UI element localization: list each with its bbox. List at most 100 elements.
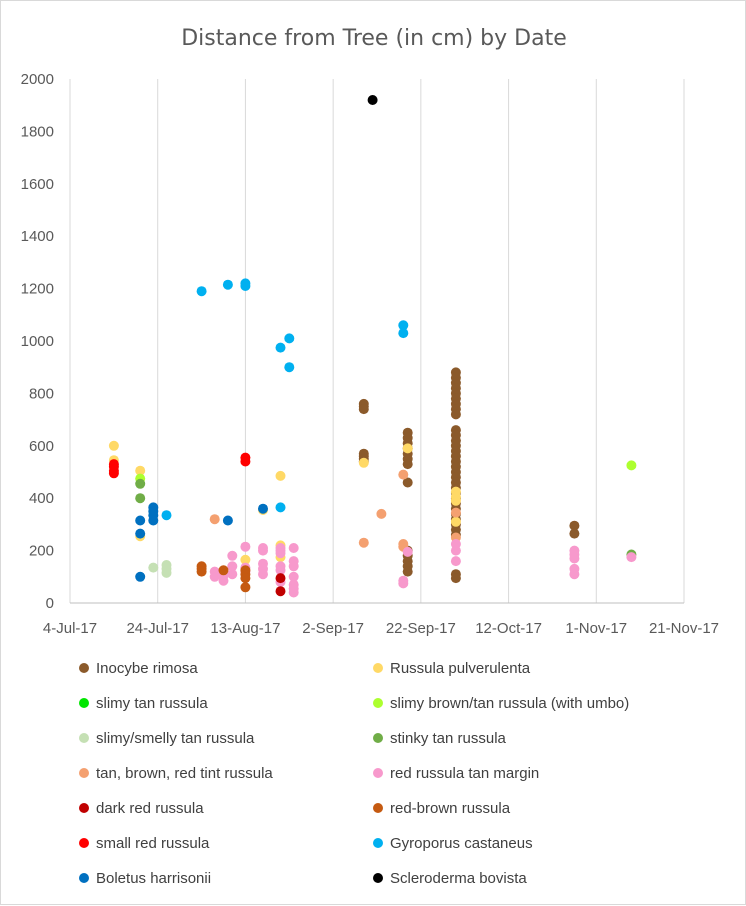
data-point — [240, 573, 251, 584]
data-point — [376, 508, 387, 519]
y-tick-label: 2000 — [21, 71, 54, 88]
data-point — [398, 578, 409, 589]
data-point — [358, 537, 369, 548]
data-point — [240, 554, 251, 565]
data-point — [108, 440, 119, 451]
data-point — [402, 566, 413, 577]
data-point — [135, 571, 146, 582]
data-point — [450, 545, 461, 556]
data-point — [275, 470, 286, 481]
data-point — [275, 573, 286, 584]
data-point — [569, 553, 580, 564]
data-point — [227, 550, 238, 561]
data-point — [148, 515, 159, 526]
data-point — [402, 477, 413, 488]
legend-marker — [79, 733, 89, 743]
data-point — [227, 561, 238, 572]
data-point — [626, 460, 637, 471]
data-point — [569, 569, 580, 580]
legend-label: stinky tan russula — [390, 730, 507, 747]
x-tick-label: 2-Sep-17 — [302, 620, 364, 637]
x-tick-label: 24-Jul-17 — [126, 620, 189, 637]
data-point — [450, 516, 461, 527]
data-point — [402, 546, 413, 557]
data-point — [258, 545, 268, 556]
data-point — [450, 409, 461, 420]
legend-marker — [373, 768, 383, 778]
data-point — [135, 528, 146, 539]
data-point — [402, 443, 413, 454]
data-point — [288, 543, 299, 553]
data-point — [196, 286, 207, 297]
data-point — [275, 565, 286, 576]
y-tick-label: 1600 — [21, 176, 54, 193]
data-point — [569, 528, 580, 539]
data-point — [135, 493, 146, 504]
data-point — [398, 320, 409, 331]
data-point — [209, 514, 220, 525]
data-point — [108, 468, 119, 479]
legend: Inocybe rimosa Russula pulverulenta slimy … — [79, 660, 629, 887]
data-point — [135, 515, 146, 526]
x-tick-label: 22-Sep-17 — [386, 620, 456, 637]
data-point — [288, 561, 299, 572]
legend-marker — [373, 873, 383, 883]
y-tick-label: 1000 — [21, 333, 54, 350]
data-point — [626, 552, 637, 563]
x-tick-label: 13-Aug-17 — [210, 620, 280, 637]
legend-marker — [79, 698, 89, 708]
legend-marker — [373, 663, 383, 673]
legend-label: red russula tan margin — [390, 765, 539, 782]
data-point — [275, 548, 286, 559]
legend-label: small red russula — [96, 835, 210, 852]
legend-marker — [79, 873, 89, 883]
data-point — [161, 567, 172, 578]
data-point — [450, 573, 461, 584]
data-point — [218, 565, 229, 576]
data-point — [240, 541, 251, 552]
data-point — [284, 333, 295, 344]
data-point — [227, 569, 238, 580]
data-point — [148, 562, 159, 573]
legend-label: Scleroderma bovista — [390, 870, 527, 887]
legend-label: slimy tan russula — [96, 695, 208, 712]
data-point — [135, 465, 146, 476]
data-point — [135, 478, 146, 489]
data-point — [398, 469, 409, 480]
legend-marker — [79, 803, 89, 813]
data-points — [108, 95, 637, 598]
data-point — [288, 587, 299, 598]
legend-label: Russula pulverulenta — [390, 660, 531, 677]
legend-label: slimy/smelly tan russula — [96, 730, 255, 747]
data-point — [240, 582, 251, 593]
data-point — [450, 507, 461, 518]
legend-label: tan, brown, red tint russula — [96, 765, 273, 782]
data-point — [275, 502, 286, 513]
legend-marker — [79, 838, 89, 848]
y-tick-label: 1800 — [21, 123, 54, 140]
data-point — [209, 571, 220, 582]
data-point — [222, 515, 233, 526]
data-point — [288, 571, 299, 582]
x-tick-label: 1-Nov-17 — [565, 620, 627, 637]
data-point — [402, 459, 413, 470]
legend-marker — [373, 698, 383, 708]
data-point — [358, 457, 369, 468]
legend-marker — [373, 838, 383, 848]
x-tick-label: 4-Jul-17 — [43, 620, 97, 637]
data-point — [358, 404, 369, 415]
data-point — [240, 456, 251, 467]
data-point — [367, 95, 378, 105]
grid-lines — [69, 79, 685, 603]
y-tick-label: 600 — [29, 438, 54, 455]
legend-label: red-brown russula — [390, 800, 511, 817]
chart-title: Distance from Tree (in cm) by Date — [181, 26, 567, 51]
legend-label: Gyroporus castaneus — [390, 835, 533, 852]
data-point — [258, 503, 268, 514]
legend-marker — [373, 803, 383, 813]
y-tick-label: 800 — [29, 385, 54, 402]
legend-marker — [373, 733, 383, 743]
data-point — [222, 279, 233, 290]
y-tick-label: 200 — [29, 543, 54, 560]
